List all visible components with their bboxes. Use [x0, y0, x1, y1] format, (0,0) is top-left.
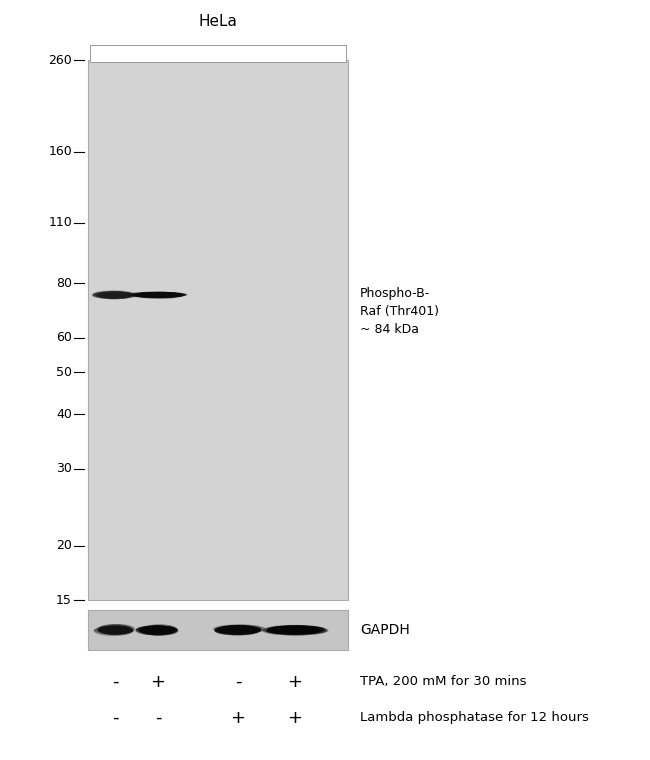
Ellipse shape — [132, 293, 183, 297]
Text: -: - — [235, 673, 241, 691]
Ellipse shape — [267, 625, 323, 635]
Ellipse shape — [141, 626, 179, 635]
Text: -: - — [155, 709, 161, 727]
Text: +: + — [287, 673, 302, 691]
Ellipse shape — [126, 292, 186, 298]
Ellipse shape — [218, 625, 257, 634]
Ellipse shape — [98, 625, 133, 635]
Ellipse shape — [93, 290, 135, 298]
Text: +: + — [231, 709, 246, 727]
Ellipse shape — [215, 625, 263, 634]
Ellipse shape — [132, 292, 187, 298]
Ellipse shape — [263, 625, 328, 635]
Text: Lambda phosphatase for 12 hours: Lambda phosphatase for 12 hours — [360, 711, 589, 724]
Ellipse shape — [262, 625, 328, 635]
Ellipse shape — [98, 626, 134, 635]
Text: 110: 110 — [48, 217, 72, 230]
Ellipse shape — [98, 626, 133, 634]
Text: 160: 160 — [48, 145, 72, 158]
Ellipse shape — [92, 293, 137, 299]
Ellipse shape — [94, 626, 134, 634]
Ellipse shape — [142, 626, 176, 635]
Ellipse shape — [133, 292, 183, 298]
Text: HeLa: HeLa — [198, 14, 237, 30]
Text: +: + — [151, 673, 166, 691]
Bar — [90, 45, 346, 62]
Ellipse shape — [214, 625, 261, 635]
Text: 80: 80 — [56, 277, 72, 290]
Ellipse shape — [95, 292, 135, 299]
Ellipse shape — [138, 293, 180, 297]
Ellipse shape — [220, 625, 259, 635]
Ellipse shape — [136, 625, 176, 633]
Ellipse shape — [270, 625, 322, 635]
Ellipse shape — [217, 625, 257, 634]
Ellipse shape — [93, 291, 134, 299]
Ellipse shape — [92, 291, 133, 298]
Text: 15: 15 — [56, 594, 72, 606]
Text: -: - — [112, 709, 118, 727]
Ellipse shape — [92, 291, 136, 299]
Ellipse shape — [136, 292, 183, 299]
Ellipse shape — [266, 625, 326, 633]
Text: GAPDH: GAPDH — [360, 623, 410, 637]
Ellipse shape — [133, 292, 184, 298]
Ellipse shape — [142, 625, 176, 635]
Text: Phospho-B-
Raf (Thr401)
~ 84 kDa: Phospho-B- Raf (Thr401) ~ 84 kDa — [360, 287, 439, 336]
Ellipse shape — [266, 626, 324, 635]
Bar — [88, 60, 348, 600]
Text: 30: 30 — [56, 462, 72, 475]
Ellipse shape — [101, 625, 131, 634]
Ellipse shape — [99, 624, 133, 635]
Ellipse shape — [99, 626, 130, 635]
Bar — [88, 610, 348, 650]
Ellipse shape — [99, 292, 134, 299]
Text: -: - — [112, 673, 118, 691]
Ellipse shape — [266, 626, 321, 635]
Text: TPA, 200 mM for 30 mins: TPA, 200 mM for 30 mins — [360, 676, 526, 689]
Ellipse shape — [218, 625, 261, 633]
Text: 40: 40 — [56, 408, 72, 421]
Ellipse shape — [96, 292, 132, 299]
Ellipse shape — [94, 625, 133, 636]
Ellipse shape — [141, 625, 174, 633]
Ellipse shape — [269, 625, 322, 633]
Ellipse shape — [213, 625, 266, 634]
Ellipse shape — [142, 624, 177, 635]
Text: 50: 50 — [56, 366, 72, 378]
Text: 20: 20 — [56, 539, 72, 552]
Ellipse shape — [97, 624, 135, 634]
Text: +: + — [287, 709, 302, 727]
Ellipse shape — [129, 293, 186, 297]
Ellipse shape — [214, 625, 261, 635]
Ellipse shape — [138, 625, 178, 635]
Ellipse shape — [214, 626, 259, 635]
Ellipse shape — [98, 292, 131, 299]
Text: 260: 260 — [48, 53, 72, 67]
Ellipse shape — [138, 626, 175, 635]
Text: 60: 60 — [56, 331, 72, 344]
Ellipse shape — [135, 625, 178, 635]
Ellipse shape — [133, 292, 184, 298]
Ellipse shape — [265, 627, 326, 635]
